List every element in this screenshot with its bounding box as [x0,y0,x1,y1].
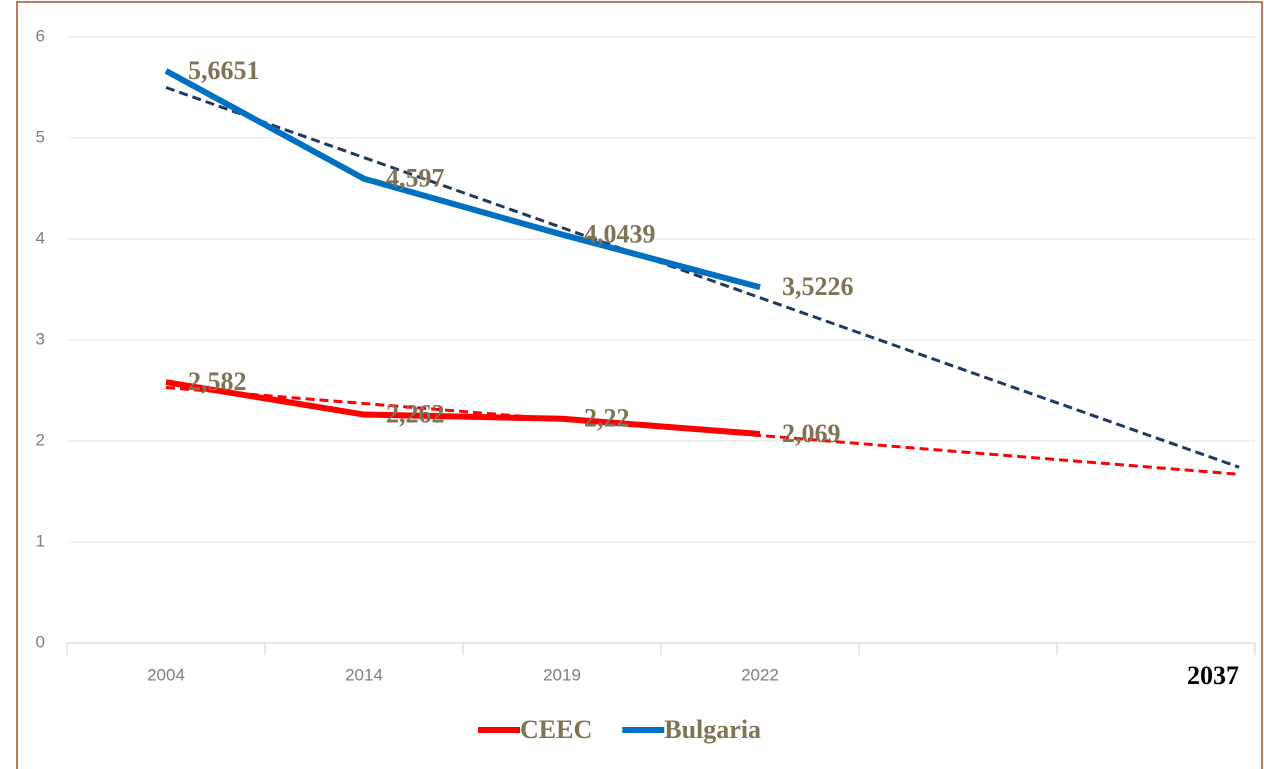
y-tick-label: 4 [36,228,45,247]
series-line [164,68,761,291]
x-tick-label: 2019 [543,665,581,684]
data-label: 2,069 [782,419,841,448]
data-label: 3,5226 [782,272,854,301]
trendline [165,86,1240,469]
y-tick-label: 5 [36,127,45,146]
series-line [165,379,761,438]
y-tick-label: 2 [36,430,45,449]
data-label: 4,0439 [584,220,656,249]
data-label: 2,22 [584,404,630,433]
y-tick-label: 6 [36,26,45,45]
y-tick-label: 0 [36,632,45,651]
legend-label: CEEC [520,715,592,744]
data-label: 4,597 [386,164,445,193]
y-tick-label: 3 [36,329,45,348]
data-label: 2,582 [188,367,247,396]
chart-border [16,1,1263,769]
data-label: 2,262 [386,400,445,429]
x-tick-label: 2004 [147,665,185,684]
x-tick-label: 2014 [345,665,383,684]
data-label: 5,6651 [188,56,260,85]
legend-label: Bulgaria [664,715,761,744]
x-tick-label: 2022 [741,665,779,684]
annotation: 2037 [1187,661,1239,690]
y-tick-label: 1 [36,531,45,550]
